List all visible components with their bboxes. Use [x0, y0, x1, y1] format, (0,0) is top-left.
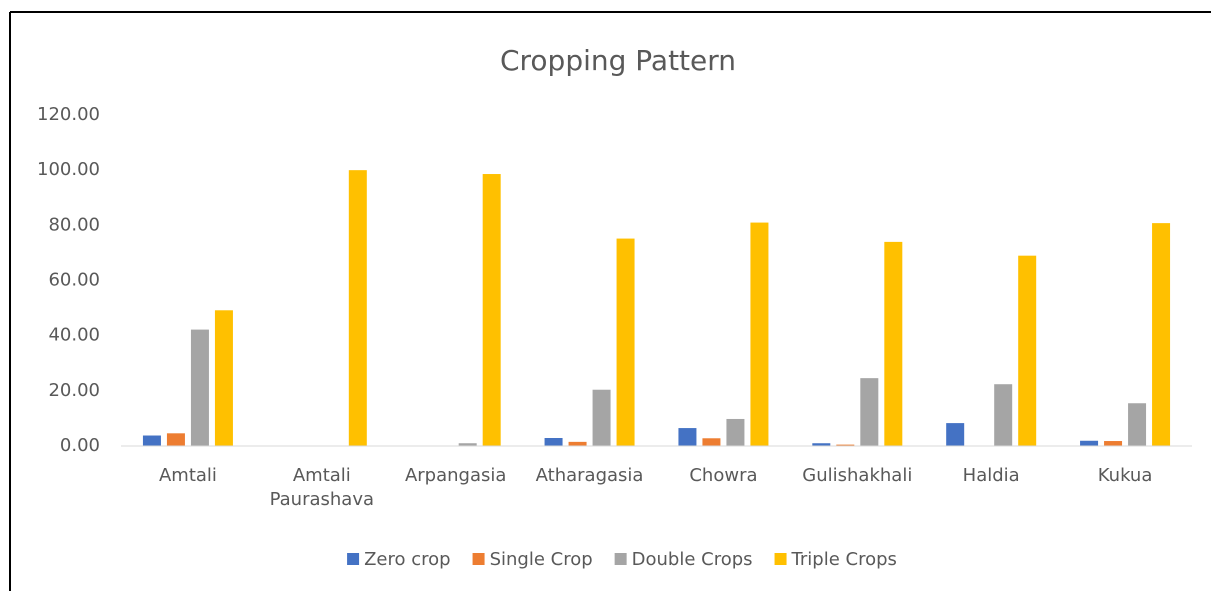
- bar: [458, 443, 477, 446]
- bar: [702, 438, 721, 446]
- x-tick-label-box: Chowra: [689, 465, 758, 486]
- y-tick-label: 100.00: [37, 159, 100, 180]
- bar: [142, 435, 161, 446]
- legend-swatch: [472, 553, 485, 565]
- x-tick-label: Arpangasia: [404, 465, 507, 486]
- bar: [1104, 441, 1123, 446]
- y-tick-label: 120.00: [37, 104, 100, 125]
- x-tick-label-box: Atharagasia: [535, 465, 644, 486]
- legend-swatch: [614, 553, 627, 565]
- legend-label: Double Crops: [632, 549, 753, 570]
- bar: [1018, 255, 1037, 446]
- bar: [678, 428, 697, 446]
- x-tick-label-box: Amtali Paurashava: [269, 465, 375, 510]
- bar: [544, 438, 563, 446]
- legend-swatch: [774, 553, 787, 565]
- x-tick-label: Haldia: [962, 465, 1020, 486]
- bar: [836, 444, 855, 446]
- bar: [166, 433, 185, 446]
- bar: [994, 384, 1013, 446]
- bar: [1152, 223, 1171, 446]
- x-tick-label: Atharagasia: [535, 465, 644, 486]
- bar: [348, 170, 367, 446]
- x-tick-label-box: Arpangasia: [404, 465, 507, 486]
- bar: [190, 329, 209, 446]
- y-tick-label: 40.00: [48, 325, 100, 346]
- bar: [1128, 403, 1147, 446]
- legend-label: Zero crop: [364, 549, 450, 570]
- x-tick-label: Chowra: [689, 465, 758, 486]
- x-tick-label-box: Kukua: [1097, 465, 1153, 486]
- x-tick-label-box: Haldia: [962, 465, 1020, 486]
- legend-label: Triple Crops: [791, 549, 897, 570]
- x-tick-label: Kukua: [1097, 465, 1153, 486]
- bar: [884, 241, 903, 446]
- legend-swatch: [347, 553, 360, 565]
- legend: Zero crop Single Crop Double Crops Triple C…: [347, 549, 897, 570]
- x-tick-label-box: Gulishakhali: [802, 465, 913, 486]
- bar: [568, 441, 587, 446]
- x-tick-label: Gulishakhali: [802, 465, 913, 486]
- bar: [726, 418, 745, 446]
- x-tick-label-box: Amtali: [158, 465, 217, 486]
- bar: [812, 443, 831, 446]
- bar: [482, 174, 501, 447]
- bar: [592, 389, 611, 446]
- bar: [214, 310, 233, 446]
- chart-title: Cropping Pattern: [500, 44, 736, 77]
- x-tick-label: Amtali: [158, 465, 217, 486]
- y-tick-label: 0.00: [60, 435, 100, 456]
- y-tick-label: 60.00: [48, 270, 100, 291]
- y-tick-label: 20.00: [48, 380, 100, 401]
- x-tick-label: Amtali Paurashava: [269, 465, 375, 510]
- bar: [946, 423, 965, 446]
- legend-label: Single Crop: [490, 549, 593, 570]
- bar: [616, 238, 635, 446]
- bar: [860, 378, 879, 446]
- bar: [1080, 440, 1099, 446]
- y-tick-label: 80.00: [48, 214, 100, 235]
- bar: [750, 222, 769, 446]
